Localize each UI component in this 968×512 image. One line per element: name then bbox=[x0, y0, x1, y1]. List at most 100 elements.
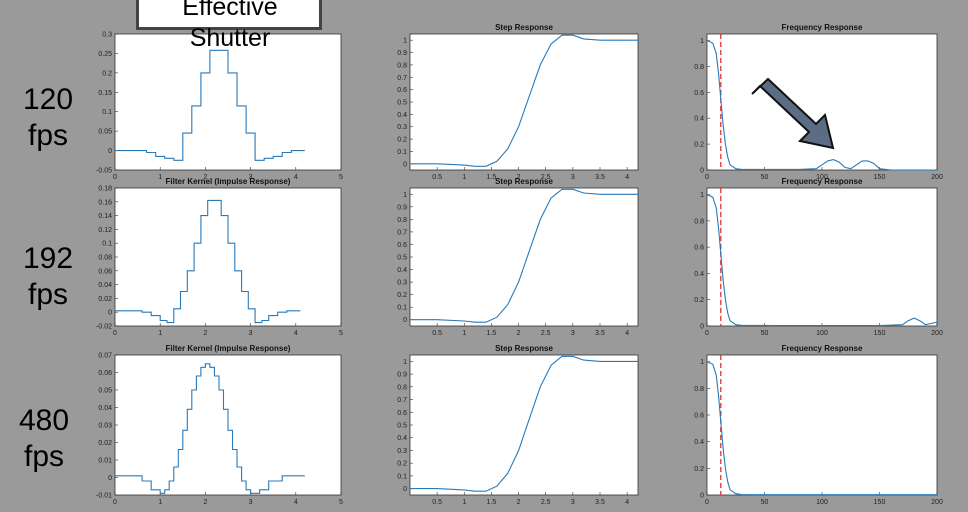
x-tick-label-3-0: 0 bbox=[113, 330, 117, 337]
x-tick-label-8-2: 100 bbox=[816, 499, 828, 506]
row-label-480-rate: 480 bbox=[18, 404, 70, 437]
chart-title-3: Filter Kernel (Impulse Response) bbox=[166, 177, 291, 186]
y-tick-label-6-0: -0.01 bbox=[96, 493, 112, 500]
y-tick-label-0-1: 0 bbox=[108, 148, 112, 155]
y-tick-label-5-1: 0.2 bbox=[694, 297, 704, 304]
x-tick-label-7-6: 3.5 bbox=[595, 499, 605, 506]
x-tick-label-0-4: 4 bbox=[294, 174, 298, 181]
y-tick-label-3-5: 0.08 bbox=[98, 255, 112, 262]
y-tick-label-7-4: 0.4 bbox=[397, 435, 407, 442]
y-tick-label-6-8: 0.07 bbox=[98, 353, 112, 360]
y-tick-label-5-3: 0.6 bbox=[694, 245, 704, 252]
x-tick-label-4-5: 3 bbox=[571, 330, 575, 337]
x-tick-label-2-3: 150 bbox=[874, 174, 886, 181]
row-label-192-rate: 192 bbox=[22, 242, 74, 275]
y-tick-label-4-1: 0.1 bbox=[397, 305, 407, 312]
chart-title-6: Filter Kernel (Impulse Response) bbox=[166, 344, 291, 353]
y-tick-label-6-3: 0.02 bbox=[98, 440, 112, 447]
x-tick-label-8-3: 150 bbox=[874, 499, 886, 506]
y-tick-label-2-3: 0.6 bbox=[694, 90, 704, 97]
y-tick-label-0-2: 0.05 bbox=[98, 129, 112, 136]
y-tick-label-3-4: 0.06 bbox=[98, 268, 112, 275]
plot-area-2 bbox=[706, 33, 938, 171]
x-tick-label-7-2: 1.5 bbox=[487, 499, 497, 506]
y-tick-label-1-1: 0.1 bbox=[397, 149, 407, 156]
row-label-480: 480 fps bbox=[0, 403, 94, 475]
y-tick-label-3-2: 0.02 bbox=[98, 296, 112, 303]
x-tick-label-5-1: 50 bbox=[761, 330, 769, 337]
y-tick-label-1-0: 0 bbox=[403, 161, 407, 168]
series-line-2-0 bbox=[706, 39, 937, 171]
series-line-5-0 bbox=[706, 194, 938, 327]
x-tick-label-3-5: 5 bbox=[339, 330, 343, 337]
y-tick-label-2-0: 0 bbox=[700, 168, 704, 175]
x-tick-label-1-0: 0.5 bbox=[432, 174, 442, 181]
series-line-6-0 bbox=[115, 363, 305, 494]
x-tick-label-4-3: 2 bbox=[517, 330, 521, 337]
x-tick-label-0-1: 1 bbox=[158, 174, 162, 181]
callout-line-2: Shutter bbox=[189, 24, 271, 52]
y-tick-label-4-9: 0.9 bbox=[397, 204, 407, 211]
y-tick-label-2-4: 0.8 bbox=[694, 64, 704, 71]
x-tick-label-6-1: 1 bbox=[158, 499, 162, 506]
y-tick-label-2-5: 1 bbox=[700, 38, 704, 45]
y-tick-label-0-4: 0.15 bbox=[98, 90, 112, 97]
y-tick-label-7-1: 0.1 bbox=[397, 473, 407, 480]
x-tick-label-6-0: 0 bbox=[113, 499, 117, 506]
x-tick-label-1-6: 3.5 bbox=[595, 174, 605, 181]
y-tick-label-3-3: 0.04 bbox=[98, 282, 112, 289]
x-tick-label-5-3: 150 bbox=[874, 330, 886, 337]
y-tick-label-2-1: 0.2 bbox=[694, 142, 704, 149]
y-tick-label-6-7: 0.06 bbox=[98, 370, 112, 377]
x-tick-label-5-2: 100 bbox=[816, 330, 828, 337]
series-line-7-0 bbox=[410, 355, 638, 492]
x-tick-label-4-0: 0.5 bbox=[432, 330, 442, 337]
y-tick-label-1-4: 0.4 bbox=[397, 112, 407, 119]
y-tick-label-3-8: 0.14 bbox=[98, 213, 112, 220]
callout-line-1: Effective bbox=[182, 0, 278, 21]
chart-title-4: Step Response bbox=[495, 177, 553, 186]
series-line-4-0 bbox=[410, 188, 638, 323]
y-tick-label-6-2: 0.01 bbox=[98, 458, 112, 465]
y-tick-label-6-5: 0.04 bbox=[98, 405, 112, 412]
plot-area-4 bbox=[409, 187, 639, 327]
plot-area-5 bbox=[706, 187, 938, 327]
y-tick-label-6-1: 0 bbox=[108, 475, 112, 482]
plot-area-7 bbox=[409, 354, 639, 496]
y-tick-label-1-9: 0.9 bbox=[397, 50, 407, 57]
x-tick-label-2-1: 50 bbox=[761, 174, 769, 181]
x-tick-label-4-7: 4 bbox=[625, 330, 629, 337]
x-tick-label-7-1: 1 bbox=[462, 499, 466, 506]
y-tick-label-8-5: 1 bbox=[700, 359, 704, 366]
x-tick-label-4-1: 1 bbox=[462, 330, 466, 337]
y-tick-label-2-2: 0.4 bbox=[694, 116, 704, 123]
x-tick-label-6-4: 4 bbox=[294, 499, 298, 506]
y-tick-label-1-7: 0.7 bbox=[397, 75, 407, 82]
chart-title-2: Frequency Response bbox=[782, 23, 863, 32]
row-label-120-unit: fps bbox=[27, 119, 69, 152]
x-tick-label-7-4: 2.5 bbox=[541, 499, 551, 506]
y-tick-label-3-0: -0.02 bbox=[96, 324, 112, 331]
x-tick-label-6-5: 5 bbox=[339, 499, 343, 506]
x-tick-label-2-4: 200 bbox=[931, 174, 943, 181]
series-line-1-0 bbox=[410, 34, 638, 167]
y-tick-label-4-10: 1 bbox=[403, 192, 407, 199]
series-line-3-0 bbox=[115, 199, 301, 324]
x-tick-label-6-2: 2 bbox=[203, 499, 207, 506]
y-tick-label-1-3: 0.3 bbox=[397, 124, 407, 131]
row-label-192: 192 fps bbox=[0, 241, 98, 313]
y-tick-label-3-9: 0.16 bbox=[98, 199, 112, 206]
y-tick-label-8-2: 0.4 bbox=[694, 439, 704, 446]
x-tick-label-3-2: 2 bbox=[203, 330, 207, 337]
row-label-120: 120 fps bbox=[0, 82, 98, 154]
row-label-120-rate: 120 bbox=[22, 83, 74, 116]
y-tick-label-0-0: -0.05 bbox=[96, 168, 112, 175]
x-tick-label-7-5: 3 bbox=[571, 499, 575, 506]
y-tick-label-6-4: 0.03 bbox=[98, 423, 112, 430]
chart-title-1: Step Response bbox=[495, 23, 553, 32]
y-tick-label-4-3: 0.3 bbox=[397, 280, 407, 287]
y-tick-label-1-5: 0.5 bbox=[397, 100, 407, 107]
x-tick-label-0-2: 2 bbox=[203, 174, 207, 181]
y-tick-label-7-6: 0.6 bbox=[397, 410, 407, 417]
